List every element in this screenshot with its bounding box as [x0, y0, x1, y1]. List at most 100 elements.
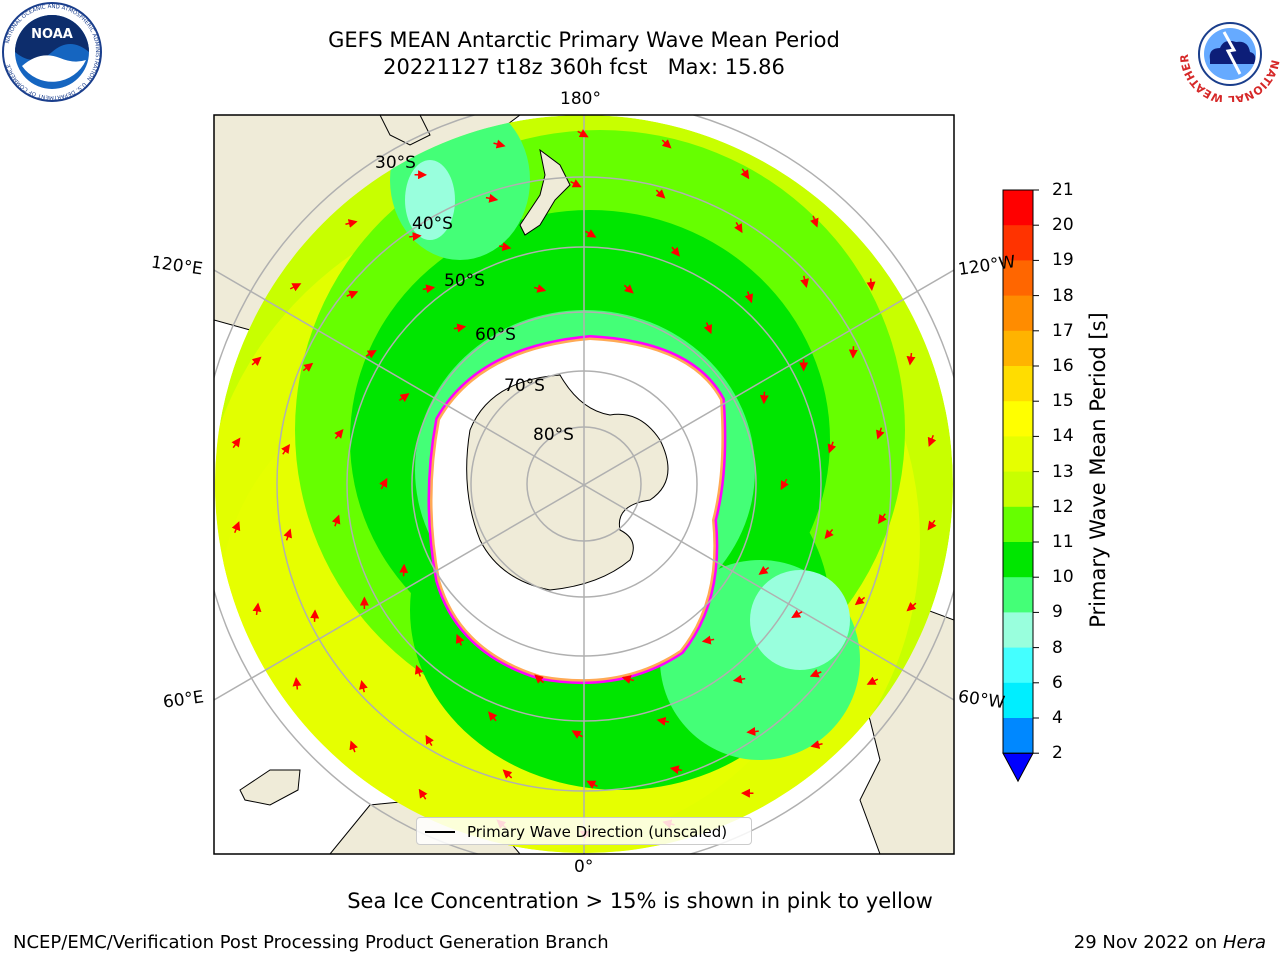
wave-direction-arrow [878, 513, 887, 524]
lat-label-40s: 40°S [412, 214, 453, 234]
map-area [214, 115, 954, 854]
lat-label-60s: 60°S [475, 325, 516, 345]
wave-direction-arrow [414, 664, 424, 677]
colorbar-tick-label: 18 [1052, 285, 1074, 306]
lon-label-bottom: 0° [574, 857, 594, 877]
wave-direction-arrow [758, 565, 770, 575]
wave-direction-arrow [810, 740, 823, 749]
footer-credit: NCEP/EMC/Verification Post Processing Pr… [13, 932, 609, 953]
wave-direction-arrow [703, 322, 713, 335]
noaa-wordmark: NOAA [31, 27, 73, 42]
wave-direction-arrow [359, 680, 368, 693]
colorbar-tick-label: 2 [1052, 743, 1063, 764]
colorbar-label: Primary Wave Mean Period [s] [1086, 312, 1110, 628]
wave-direction-arrow [621, 675, 635, 684]
wave-direction-arrow [927, 519, 937, 531]
lat-label-70s: 70°S [504, 376, 545, 396]
wave-direction-arrow [231, 437, 241, 449]
colorbar-segment [1003, 506, 1033, 543]
colorbar-tick-label: 16 [1052, 356, 1074, 376]
colorbar-tick-label: 14 [1052, 426, 1074, 447]
colorbar-segment [1003, 295, 1033, 332]
noaa-logo: NOAA NATIONAL OCEANIC AND ATMOSPHERIC AD… [2, 2, 102, 102]
colorbar-segment [1003, 225, 1033, 261]
graticule [214, 115, 954, 854]
wave-direction-arrow [824, 528, 834, 540]
colorbar-tick-label: 21 [1052, 180, 1074, 200]
wave-direction-arrow [345, 219, 358, 228]
colorbar-tick-label: 9 [1052, 602, 1063, 623]
colorbar-segment [1003, 542, 1033, 578]
wave-direction-arrow [732, 674, 746, 684]
wave-direction-arrow [346, 290, 359, 299]
colorbar-segment [1003, 260, 1033, 297]
wave-direction-arrow [854, 596, 866, 606]
wave-direction-arrow [656, 716, 670, 726]
wave-direction-arrow [746, 726, 759, 736]
wave-direction-arrow [289, 283, 302, 292]
wave-direction-arrow [740, 168, 750, 180]
wave-direction-arrow [906, 352, 916, 366]
wave-direction-arrow [827, 441, 837, 454]
sea-ice-note: Sea Ice Concentration > 15% is shown in … [347, 889, 933, 913]
wave-direction-arrow [800, 275, 809, 288]
wave-direction-arrow [422, 284, 436, 294]
wave-direction-arrow [251, 356, 262, 366]
wave-direction-arrow [399, 563, 409, 577]
wave-direction-arrow [349, 740, 358, 753]
colorbar-segment [1003, 682, 1033, 719]
wave-direction-arrow [533, 284, 547, 293]
wave-direction-arrow [488, 711, 498, 722]
wave-direction-arrow [670, 246, 680, 257]
footer-date: 29 Nov 2022 on Hera [1074, 932, 1266, 953]
wave-direction-arrow [455, 633, 465, 646]
colorbar-tick-label: 8 [1052, 637, 1063, 658]
wave-direction-arrow [577, 129, 589, 138]
colorbar-tick-label: 4 [1052, 708, 1063, 728]
wave-direction-arrow [334, 428, 344, 440]
wave-direction-arrow [302, 362, 314, 372]
wave-direction-arrow [810, 215, 819, 228]
madagascar-land [239, 769, 301, 806]
wave-direction-arrow [759, 391, 769, 405]
colorbar-segment [1003, 647, 1033, 684]
wave-direction-arrow [661, 139, 672, 149]
nws-logo: NATIONAL WEATHER SERVICE [1178, 2, 1280, 102]
colorbar-segment [1003, 401, 1033, 437]
colorbar-tick-label: 15 [1052, 391, 1074, 412]
colorbar-tick-label: 20 [1052, 215, 1074, 236]
legend-label: Primary Wave Direction (unscaled) [467, 823, 728, 841]
colorbar-segment [1003, 471, 1033, 508]
colorbar-segment [1003, 577, 1033, 613]
wave-direction-arrow [493, 139, 506, 149]
wave-direction-arrow [866, 676, 879, 685]
wave-direction-arrow [734, 221, 743, 234]
wave-direction-arrow [283, 528, 292, 541]
wave-direction-arrow [498, 242, 512, 252]
colorbar-tick-label: 10 [1052, 567, 1074, 588]
wave-direction-arrow [701, 635, 715, 645]
map-legend: Primary Wave Direction (unscaled) [416, 817, 752, 845]
wave-direction-arrow [586, 780, 598, 789]
wave-direction-arrow [866, 278, 876, 291]
wave-direction-arrow [906, 602, 917, 612]
wave-direction-arrow [252, 602, 262, 616]
wave-direction-arrow [669, 765, 683, 775]
colorbar-tick-label: 12 [1052, 496, 1074, 517]
wave-direction-arrow [791, 609, 803, 618]
antarctica-land [466, 374, 669, 591]
wave-direction-arrow [571, 730, 583, 739]
wave-direction-arrow [809, 669, 822, 678]
wave-direction-arrow [570, 179, 582, 188]
wave-direction-arrow [655, 189, 666, 199]
colorbar-tick-label: 19 [1052, 250, 1074, 271]
lat-label-30s: 30°S [375, 153, 416, 173]
wave-direction-arrow [485, 193, 499, 203]
wave-direction-arrow [502, 769, 513, 779]
wave-direction-arrow [379, 477, 388, 490]
lat-label-80s: 80°S [533, 425, 574, 445]
latitude-labels: 30°S 40°S 50°S 60°S 70°S 80°S [375, 153, 574, 445]
lat-label-50s: 50°S [444, 271, 485, 291]
wave-direction-arrows [231, 129, 937, 839]
